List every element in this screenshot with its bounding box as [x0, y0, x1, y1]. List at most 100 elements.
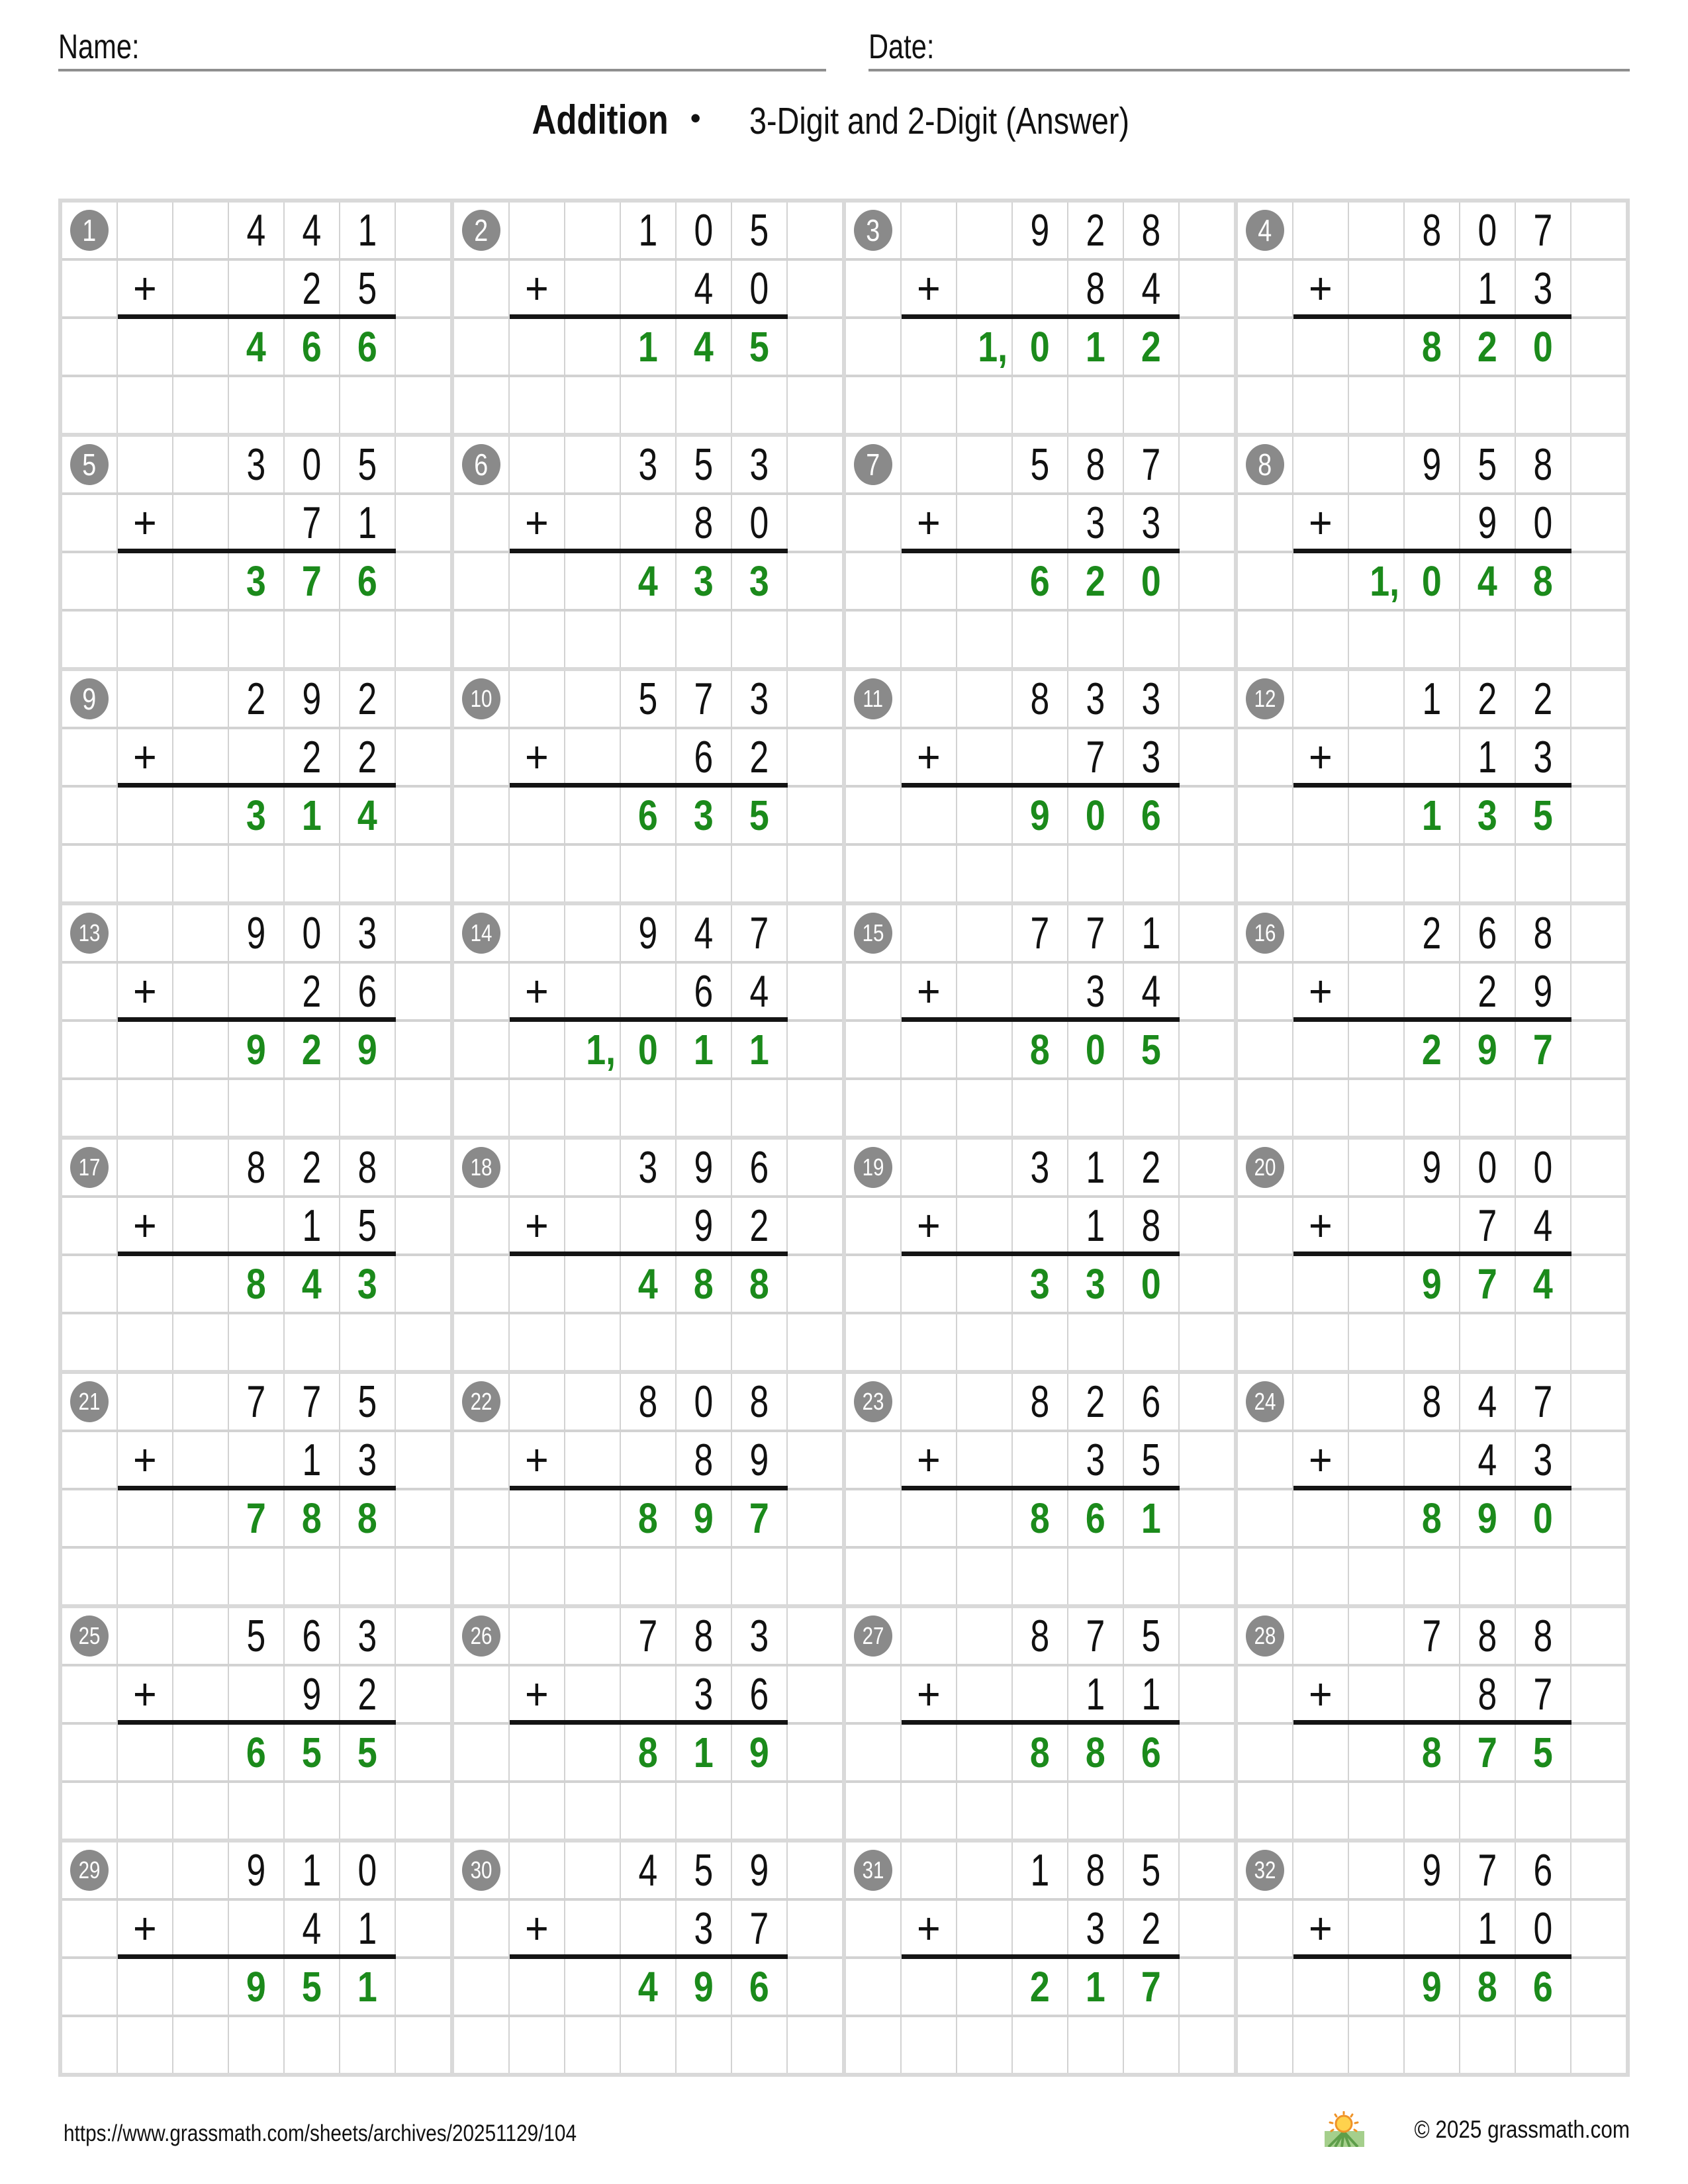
answer-digit: 2: [1422, 1026, 1442, 1073]
addend-digit: 2: [1141, 1142, 1161, 1193]
grid-cell: [173, 964, 228, 1019]
grid-cell: [1571, 1959, 1626, 2015]
addend-digit: 5: [694, 1845, 714, 1895]
answer-digit: 9: [749, 1729, 769, 1776]
grid-cell: 0: [732, 261, 786, 316]
answer-digit: 0: [1533, 1494, 1553, 1542]
grid-cell: [396, 495, 450, 551]
grid-cell: 6: [732, 1959, 786, 2015]
grid-cell: [62, 1901, 117, 1956]
grid-cell: 3: [1068, 964, 1123, 1019]
problem-number-badge: 13: [70, 913, 109, 954]
grid-cell: [788, 1959, 842, 2015]
grid-cell: 8: [621, 1725, 675, 1780]
grid-cell: [1349, 1843, 1403, 1898]
grid-cell: [1571, 437, 1626, 492]
addend-digit: 1: [1086, 1201, 1105, 1251]
answer-digit: 3: [749, 557, 769, 605]
grid-cell: 2: [285, 729, 339, 785]
grid-cell: 4: [1460, 553, 1515, 609]
answer-digit: 0: [1086, 792, 1105, 839]
grid-cell: [1068, 1783, 1123, 1839]
grid-cell: [621, 964, 675, 1019]
answer-digit: 1: [1086, 1963, 1105, 2011]
grid-cell: +: [1293, 1666, 1348, 1722]
grid-cell: [396, 553, 450, 609]
grid-cell: [565, 671, 620, 727]
grid-cell: [1180, 553, 1234, 609]
sum-line: [1293, 314, 1571, 319]
sum-line: [118, 1251, 396, 1256]
grid-cell: [1571, 1198, 1626, 1253]
grid-cell: [62, 788, 117, 843]
grid-cell: 7: [229, 1490, 283, 1546]
grid-cell: [1180, 2017, 1234, 2073]
grid-cell: 7: [1516, 1022, 1570, 1077]
grid-cell: 2: [732, 729, 786, 785]
grid-cell: [1349, 1959, 1403, 2015]
addend-digit: 0: [302, 908, 322, 958]
grid-cell: [1124, 846, 1178, 901]
grid-cell: [173, 377, 228, 433]
addend-digit: 3: [1086, 498, 1105, 548]
addend-digit: 8: [1086, 439, 1105, 490]
date-label: Date:: [868, 28, 935, 66]
addend-digit: 1: [638, 205, 658, 255]
grid-cell: [1068, 846, 1123, 901]
grid-cell: [1293, 1843, 1348, 1898]
grid-cell: [1124, 612, 1178, 667]
grid-cell: [1349, 319, 1403, 375]
sum-line: [1293, 1954, 1571, 1959]
answer-digit: 7: [1477, 1729, 1497, 1776]
answer-digit: 8: [638, 1494, 658, 1542]
grid-cell: +: [118, 1198, 172, 1253]
date-field: Date:: [868, 25, 1630, 71]
grid-cell: 3: [1124, 671, 1178, 727]
grid-cell: 9: [1013, 788, 1067, 843]
grid-cell: 3: [229, 437, 283, 492]
grid-cell: [1460, 1549, 1515, 1604]
addend-digit: 2: [1422, 908, 1442, 958]
grid-cell: [1571, 495, 1626, 551]
grid-cell: [1516, 1549, 1570, 1604]
grid-cell: [396, 319, 450, 375]
answer-digit: 9: [1030, 792, 1050, 839]
grid-cell: [454, 2017, 508, 2073]
grid-cell: [396, 1374, 450, 1430]
answer-digit: 9: [694, 1963, 714, 2011]
grid-cell: [1068, 2017, 1123, 2073]
grid-cell: 6: [285, 319, 339, 375]
grid-cell: 8: [1516, 437, 1570, 492]
addend-digit: 1: [1141, 1669, 1161, 1719]
grid-cell: [1571, 1490, 1626, 1546]
grid-cell: +: [118, 964, 172, 1019]
grid-cell: [1068, 1314, 1123, 1370]
plus-operator: +: [1309, 1669, 1333, 1719]
grid-cell: [1180, 788, 1234, 843]
answer-digit: 1: [1086, 323, 1105, 371]
problem-block: 6 3 5 3 +8 0 4 3 3: [452, 435, 844, 669]
grid-cell: +: [510, 1198, 564, 1253]
sum-line: [118, 1017, 396, 1022]
grid-cell: [1180, 905, 1234, 961]
grid-cell: [621, 846, 675, 901]
grid-cell: 20: [1238, 1140, 1292, 1195]
addend-digit: 4: [1477, 1377, 1497, 1427]
grid-cell: 5: [1460, 437, 1515, 492]
grid-cell: 8: [1068, 1843, 1123, 1898]
answer-digit: 1: [638, 323, 658, 371]
problem-block: 3 9 2 8 +8 4 1, 0 1 2: [844, 201, 1236, 435]
grid-cell: 1: [1124, 1666, 1178, 1722]
grid-cell: [510, 1022, 564, 1077]
addend-digit: 9: [749, 1845, 769, 1895]
grid-cell: [1349, 1432, 1403, 1488]
answer-digit: 5: [302, 1729, 322, 1776]
grid-cell: [565, 1666, 620, 1722]
grid-cell: 3: [1068, 1432, 1123, 1488]
grid-cell: [396, 1432, 450, 1488]
grid-cell: [1293, 1608, 1348, 1664]
answer-digit: 6: [638, 792, 658, 839]
grid-cell: 1: [340, 1959, 395, 2015]
grid-cell: [62, 1549, 117, 1604]
grid-cell: [229, 1549, 283, 1604]
